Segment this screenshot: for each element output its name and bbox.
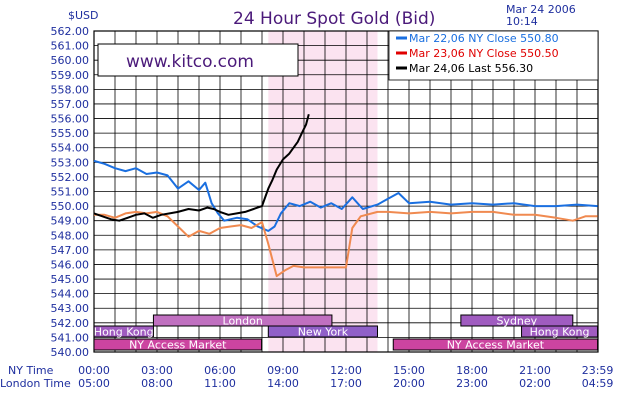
y-tick-label: 550.00 [51,200,90,213]
x-tick-ny: 21:00 [519,364,551,377]
series-line-3 [93,113,310,222]
market-sessions: Hong Kong London New York NY Access Market S… [93,314,599,352]
y-tick-label: 559.00 [51,69,90,82]
x-tick-london: 04:59 [582,377,614,390]
y-tick-label: 553.00 [51,156,90,169]
y-tick-label: 541.00 [51,331,90,344]
legend-entry: Mar 24,06 Last 556.30 [409,62,533,75]
y-tick-label: 555.00 [51,127,90,140]
y-tick-label: 556.00 [51,113,90,126]
market-box [93,338,263,351]
series-line-2 [94,210,598,278]
y-tick-label: 554.00 [51,142,90,155]
x-tick-ny: 23:59 [582,364,614,377]
y-tick-label: 557.00 [51,98,90,111]
y-tick-label: 558.00 [51,83,90,96]
x-tick-london: 23:00 [456,377,488,390]
market-label: Hong Kong [94,326,154,339]
x-tick-ny: 03:00 [141,364,173,377]
brand-label: www.kitco.com [126,52,254,72]
chart-time: 10:14 [506,15,538,28]
chart-title: 24 Hour Spot Gold (Bid) [233,9,435,29]
x-tick-london: 11:00 [204,377,236,390]
market-box [152,314,333,327]
x-tick-london: 05:00 [78,377,110,390]
x-tick-ny: 00:00 [78,364,110,377]
x-tick-london: 02:00 [519,377,551,390]
y-tick-label: 547.00 [51,244,90,257]
y-tick-label: 548.00 [51,229,90,242]
x-tick-ny: 18:00 [456,364,488,377]
x-tick-london: 14:00 [267,377,299,390]
y-tick-label: 542.00 [51,317,90,330]
legend: Mar 22,06 NY Close 550.80 Mar 23,06 NY Cl… [396,32,559,75]
y-tick-label: 540.00 [51,346,90,359]
market-label: Sydney [496,315,537,328]
brand-box [97,43,299,77]
y-tick-label: 562.00 [51,25,90,38]
london-time-label: London Time [0,377,71,390]
x-tick-london: 08:00 [141,377,173,390]
x-tick-london: 17:00 [330,377,362,390]
market-label: London [223,315,263,328]
y-tick-label: 552.00 [51,171,90,184]
market-box [392,338,599,351]
legend-entry: Mar 23,06 NY Close 550.50 [409,47,559,60]
y-tick-label: 545.00 [51,273,90,286]
y-tick-label: 544.00 [51,288,90,301]
legend-box [388,30,599,81]
x-tick-ny: 09:00 [267,364,299,377]
market-label: NY Access Market [447,339,545,352]
plot-frame [93,30,599,353]
market-label: New York [298,326,349,339]
y-tick-label: 560.00 [51,54,90,67]
market-box [460,314,574,327]
x-tick-london: 20:00 [393,377,425,390]
x-tick-ny: 06:00 [204,364,236,377]
series-lines [93,113,598,278]
y-tick-label: 561.00 [51,40,90,53]
chart-date: Mar 24 2006 [506,3,576,16]
legend-entry: Mar 22,06 NY Close 550.80 [409,32,559,45]
ny-time-label: NY Time [8,364,54,377]
x-tick-ny: 12:00 [330,364,362,377]
currency-label: $USD [68,9,99,22]
market-box [521,325,599,338]
y-tick-label: 549.00 [51,215,90,228]
y-tick-label: 546.00 [51,258,90,271]
market-label: Hong Kong [530,326,590,339]
y-tick-label: 543.00 [51,302,90,315]
y-tick-label: 551.00 [51,186,90,199]
market-box [93,325,154,338]
market-label: NY Access Market [129,339,227,352]
market-box [267,325,378,338]
series-line-1 [93,159,598,232]
x-tick-ny: 15:00 [393,364,425,377]
